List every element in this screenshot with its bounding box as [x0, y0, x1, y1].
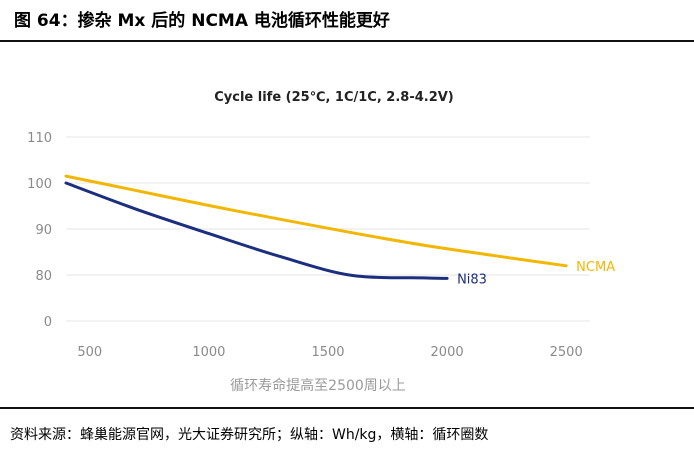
- bottom-rule: [0, 407, 694, 409]
- x-tick-label: 2000: [431, 345, 464, 360]
- series-lines: [64, 174, 568, 280]
- y-tick-label: 0: [44, 315, 52, 330]
- series-line-ncma: [64, 174, 568, 268]
- x-axis-ticks: 500 1000 1500 2000 2500: [77, 345, 582, 360]
- series-line-ni83: [64, 181, 449, 280]
- x-axis-label: 循环寿命提高至2500周以上: [230, 377, 406, 394]
- x-tick-label: 1000: [192, 345, 225, 360]
- grid: [66, 136, 590, 322]
- source-note: 资料来源：蜂巢能源官网，光大证券研究所；纵轴：Wh/kg，横轴：循环圈数: [10, 427, 489, 443]
- y-tick-label: 110: [27, 131, 52, 146]
- figure-title: 图 64：掺杂 Mx 后的 NCMA 电池循环性能更好: [14, 11, 390, 31]
- series-labels: NCMA Ni83: [457, 260, 615, 288]
- x-tick-label: 2500: [550, 345, 583, 360]
- cycle-life-chart: Cycle life (25℃, 1C/1C, 2.8-4.2V) 0 80 90 1…: [27, 90, 615, 394]
- series-label-ncma: NCMA: [576, 260, 615, 275]
- chart-title: Cycle life (25℃, 1C/1C, 2.8-4.2V): [214, 90, 454, 105]
- y-tick-label: 90: [35, 223, 52, 238]
- y-tick-label: 80: [35, 269, 52, 284]
- x-tick-label: 500: [77, 345, 102, 360]
- y-tick-label: 100: [27, 177, 52, 192]
- y-axis-ticks: 0 80 90 100 110: [27, 131, 52, 330]
- top-rule: [0, 40, 694, 42]
- series-label-ni83: Ni83: [457, 272, 487, 287]
- x-tick-label: 1500: [311, 345, 344, 360]
